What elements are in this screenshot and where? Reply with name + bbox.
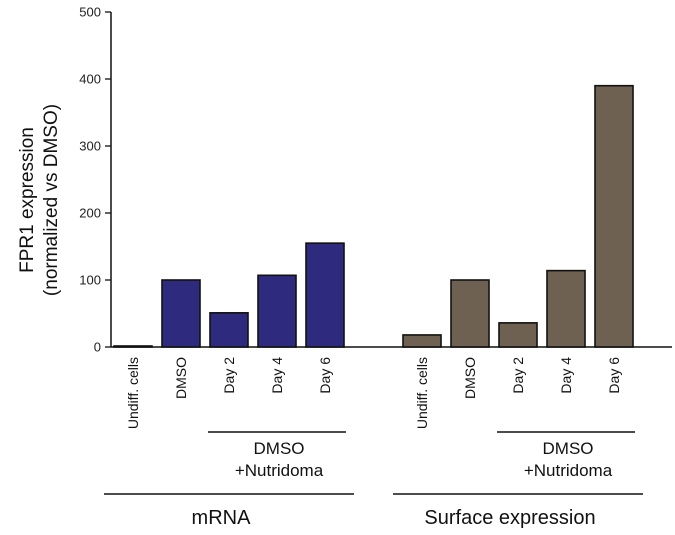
y-axis-label-line1: FPR1 expression	[17, 127, 38, 273]
y-tick-label: 300	[79, 139, 101, 154]
bar	[257, 274, 297, 348]
category-label: DMSO	[173, 357, 189, 399]
y-ticks: 0 100 200 300 400 500	[79, 5, 111, 355]
bar	[594, 84, 634, 348]
group-label: mRNA	[192, 507, 252, 529]
y-tick-label: 500	[79, 5, 101, 20]
bar	[498, 322, 538, 348]
group-label: Surface expression	[424, 507, 595, 529]
bars	[113, 84, 634, 348]
bar	[113, 345, 153, 348]
treatment-label: DMSO	[543, 439, 594, 458]
bar	[209, 312, 249, 348]
category-labels: Undiff. cells DMSO Day 2 Day 4 Day 6 Undiff. …	[125, 357, 622, 429]
bar	[546, 269, 586, 348]
treatment-label: +Nutridoma	[524, 461, 613, 480]
y-tick-label: 400	[79, 72, 101, 87]
category-label: Undiff. cells	[414, 357, 430, 429]
category-label: Day 4	[558, 357, 574, 394]
y-tick-label: 200	[79, 206, 101, 221]
group-annotations: DMSO +Nutridoma mRNA DMSO +Nutridoma Surface …	[104, 431, 643, 529]
category-label: Day 2	[221, 357, 237, 394]
y-axis-label-line2: (normalized vs DMSO)	[41, 104, 62, 296]
bar	[450, 279, 490, 348]
y-tick-label: 0	[94, 340, 101, 355]
category-label: Day 2	[510, 357, 526, 394]
y-tick-label: 100	[79, 273, 101, 288]
treatment-label: DMSO	[254, 439, 305, 458]
category-label: Day 6	[317, 357, 333, 394]
category-label: DMSO	[462, 357, 478, 399]
bar	[161, 279, 201, 348]
bar	[305, 242, 345, 348]
treatment-label: +Nutridoma	[235, 461, 324, 480]
bar	[402, 334, 442, 348]
category-label: Day 6	[606, 357, 622, 394]
category-label: Undiff. cells	[125, 357, 141, 429]
category-label: Day 4	[269, 357, 285, 394]
